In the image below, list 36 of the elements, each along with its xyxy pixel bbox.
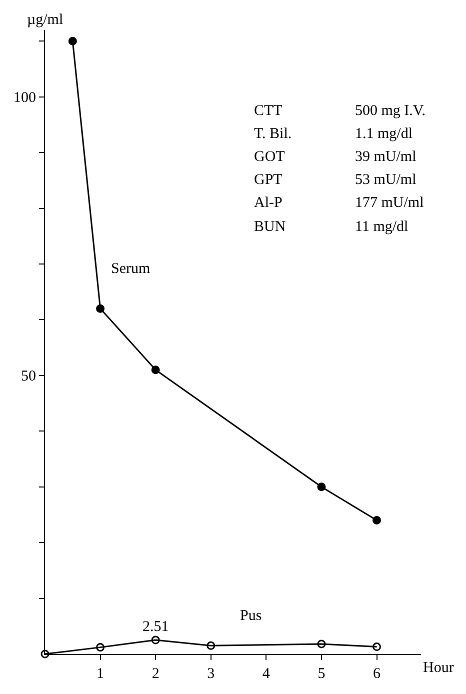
x-tick-label: 2 xyxy=(152,666,160,682)
point xyxy=(96,643,105,652)
annotation: 500 mg I.V. xyxy=(355,103,426,119)
series-label: Pus xyxy=(240,608,262,624)
point xyxy=(317,482,326,492)
point xyxy=(372,516,382,525)
point xyxy=(151,366,160,374)
point xyxy=(317,640,326,648)
annotation: BUN xyxy=(254,219,286,235)
annotation: GOT xyxy=(254,149,285,165)
annotation: CTT xyxy=(254,103,282,119)
point xyxy=(151,636,160,644)
point xyxy=(206,641,216,650)
annotation: 177 mU/ml xyxy=(355,195,424,211)
x-axis-title: Hour xyxy=(423,660,454,676)
y-tick-label: 100 xyxy=(14,90,36,106)
annotation: T. Bil. xyxy=(254,126,292,142)
x-tick-label: 1 xyxy=(96,666,104,682)
data-label: 2.51 xyxy=(142,618,169,635)
annotation: 1.1 mg/dl xyxy=(355,126,413,142)
point xyxy=(68,36,77,46)
annotation: 39 mU/ml xyxy=(355,149,416,165)
x-tick-label: 3 xyxy=(207,666,215,682)
x-tick-label: 4 xyxy=(262,666,270,682)
y-axis-title: µg/ml xyxy=(27,12,64,28)
annotation: Al-P xyxy=(254,195,282,211)
x-tick-label: 5 xyxy=(318,666,326,682)
point xyxy=(96,304,105,313)
series-label: Serum xyxy=(111,261,150,277)
annotation: 53 mU/ml xyxy=(355,172,416,188)
point xyxy=(372,642,382,652)
y-tick-label: 50 xyxy=(21,368,36,385)
x-tick-label: 6 xyxy=(373,666,382,682)
point xyxy=(40,650,50,658)
annotation: GPT xyxy=(254,172,282,188)
annotation: 11 mg/dl xyxy=(355,219,408,235)
